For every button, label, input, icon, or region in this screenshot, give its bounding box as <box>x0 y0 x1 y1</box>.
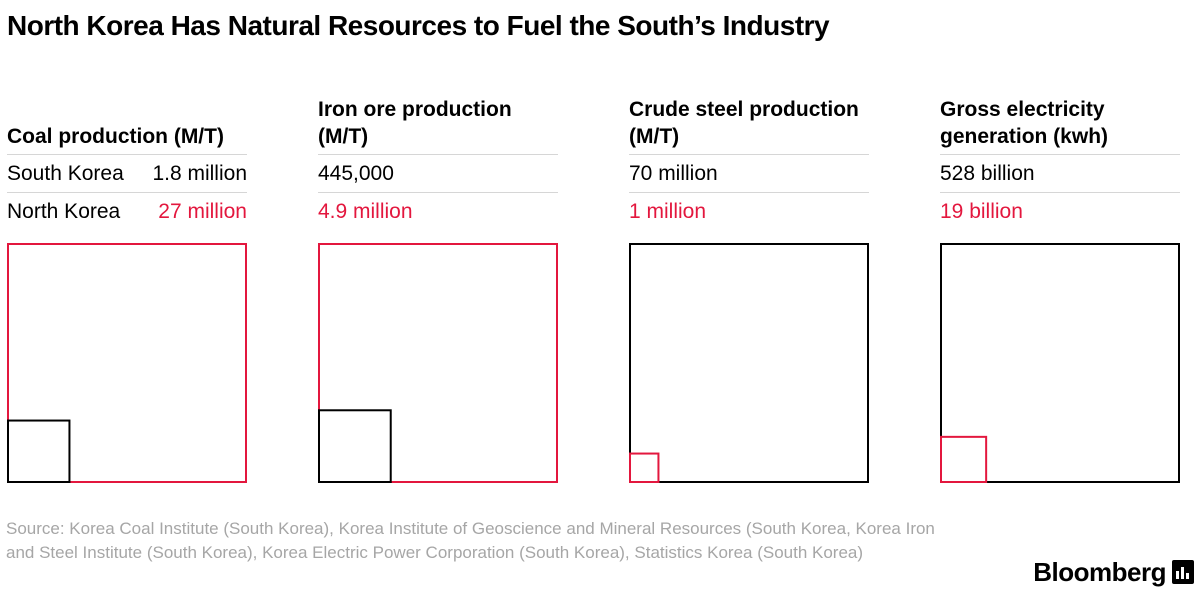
square-north-korea-3 <box>629 452 660 483</box>
panel-electricity: Gross electricity generation (kwh) 528 b… <box>940 96 1180 230</box>
row-south-korea: 445,000 <box>318 155 558 193</box>
brand-logo: Bloomberg <box>1033 559 1194 585</box>
square-south-korea-3 <box>629 243 869 483</box>
square-south-korea-1 <box>7 419 71 484</box>
row-south-korea: 528 billion <box>940 155 1180 193</box>
value-north: 27 million <box>158 199 247 223</box>
page-title: North Korea Has Natural Resources to Fue… <box>7 10 830 41</box>
country-label-south: South Korea <box>7 161 124 185</box>
value-south: 70 million <box>629 161 718 185</box>
square-south-korea-2 <box>318 409 392 483</box>
row-north-korea: 19 billion <box>940 193 1180 230</box>
panel-iron-ore: Iron ore production (M/T) 445,000 4.9 mi… <box>318 96 558 230</box>
bloomberg-terminal-icon <box>1172 560 1194 584</box>
panel-title: Crude steel production (M/T) <box>629 98 859 148</box>
source-note: Source: Korea Coal Institute (South Kore… <box>6 519 935 562</box>
row-south-korea: 70 million <box>629 155 869 193</box>
panel-title: Gross electricity generation (kwh) <box>940 98 1109 148</box>
country-label-north: North Korea <box>7 199 121 223</box>
value-north: 1 million <box>629 199 707 223</box>
row-north-korea: 1 million <box>629 193 869 230</box>
value-south: 528 billion <box>940 161 1035 185</box>
brand-name: Bloomberg <box>1033 557 1166 587</box>
row-north-korea: 4.9 million <box>318 193 558 230</box>
value-north: 19 billion <box>940 199 1023 223</box>
panel-header: Gross electricity generation (kwh) <box>940 96 1180 155</box>
row-south-korea: South Korea 1.8 million <box>7 155 247 193</box>
square-north-korea-4 <box>940 435 988 483</box>
panel-header: Crude steel production (M/T) <box>629 96 869 155</box>
row-north-korea: North Korea 27 million <box>7 193 247 230</box>
square-north-korea-1 <box>7 243 247 483</box>
value-south: 445,000 <box>318 161 394 185</box>
value-north: 4.9 million <box>318 199 413 223</box>
square-north-korea-2 <box>318 243 558 483</box>
panel-title: Iron ore production (M/T) <box>318 98 512 148</box>
square-south-korea-4 <box>940 243 1180 483</box>
panel-header: Iron ore production (M/T) <box>318 96 558 155</box>
panel-header: Coal production (M/T) <box>7 96 247 155</box>
panel-title: Coal production (M/T) <box>7 125 224 148</box>
panel-coal: Coal production (M/T) South Korea 1.8 mi… <box>7 96 247 230</box>
panel-crude-steel: Crude steel production (M/T) 70 million … <box>629 96 869 230</box>
value-south: 1.8 million <box>152 161 247 185</box>
